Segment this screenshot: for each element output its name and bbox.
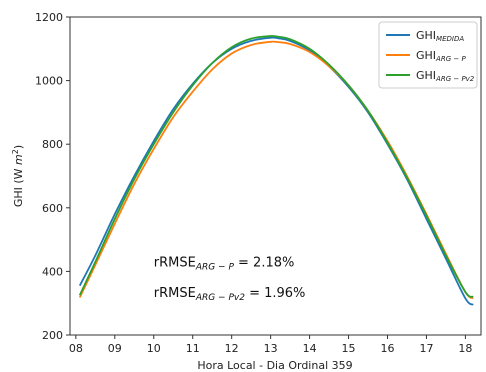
x-tick-label: 17: [419, 342, 433, 355]
x-tick-label: 08: [69, 342, 83, 355]
y-tick-label: 800: [42, 138, 63, 151]
x-tick-label: 09: [108, 342, 122, 355]
legend-label-medida: GHIMEDIDA: [416, 29, 464, 43]
legend: GHIMEDIDA GHIARG − P GHIARG − Pv2: [378, 21, 478, 89]
x-tick-label: 13: [264, 342, 278, 355]
y-tick-label: 1000: [35, 75, 63, 88]
x-tick-label: 18: [458, 342, 472, 355]
x-tick-label: 15: [342, 342, 356, 355]
x-tick-label: 10: [147, 342, 161, 355]
series-layer: [78, 35, 474, 306]
y-tick-label: 1200: [35, 11, 63, 24]
x-axis: 08 09 10 11 12 13 14 15 16 17 18: [69, 335, 472, 355]
y-tick-label: 200: [42, 329, 63, 342]
y-tick-label: 600: [42, 202, 63, 215]
x-tick-label: 12: [225, 342, 239, 355]
x-tick-label: 14: [303, 342, 317, 355]
x-tick-label: 16: [381, 342, 395, 355]
legend-label-arg-p: GHIARG − P: [416, 49, 466, 63]
legend-label-arg-pv2: GHIARG − Pv2: [416, 69, 475, 83]
annotation-rrmse-arg-p: rRMSEARG − P = 2.18%: [154, 256, 295, 273]
x-axis-label: Hora Local - Dia Ordinal 359: [197, 359, 352, 372]
x-tick-label: 11: [186, 342, 200, 355]
y-tick-label: 400: [42, 265, 63, 278]
legend-box: [378, 21, 478, 89]
annotation-rrmse-arg-pv2: rRMSEARG − Pv2 = 1.96%: [154, 286, 306, 303]
y-axis-label: GHI (W m2): [11, 145, 25, 207]
annotations: rRMSEARG − P = 2.18% rRMSEARG − Pv2 = 1.…: [154, 256, 306, 303]
series-line-arg-pv2: [78, 35, 474, 298]
y-axis: 200 400 600 800 1000 1200: [35, 11, 70, 342]
